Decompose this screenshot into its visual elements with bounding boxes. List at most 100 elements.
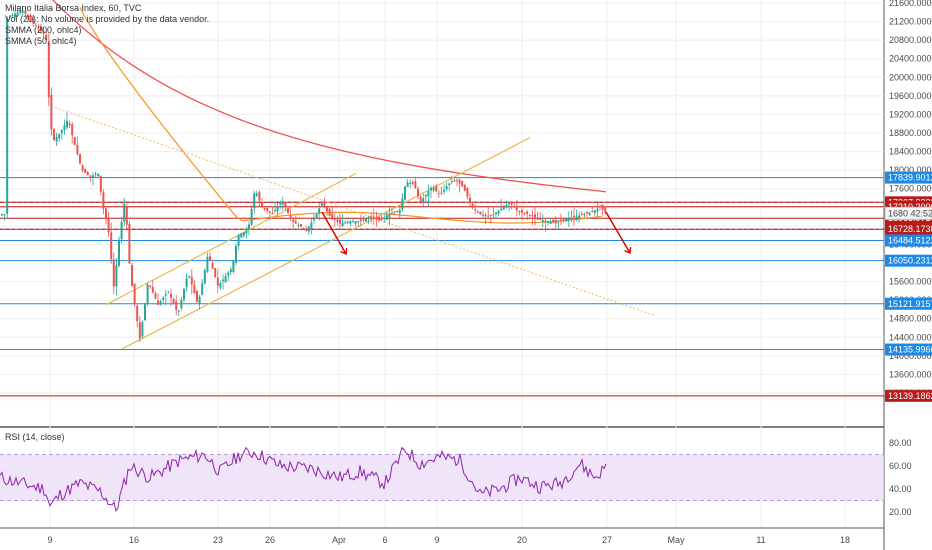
candle-body xyxy=(289,215,292,219)
candle-body xyxy=(151,286,154,293)
candle-body xyxy=(541,220,544,223)
candle-body xyxy=(482,214,484,216)
y-tick-label: 14800.0000 xyxy=(889,314,932,324)
x-tick-label: 20 xyxy=(517,535,527,545)
price-level-tag-label: 16050.2311 xyxy=(888,256,932,266)
candle-body xyxy=(398,209,401,214)
candle-body xyxy=(346,221,349,224)
candle-body xyxy=(502,206,505,210)
candle-body xyxy=(146,284,149,304)
candle-body xyxy=(138,322,141,339)
candle-body xyxy=(115,265,118,287)
candle-body xyxy=(34,24,37,26)
candle-body xyxy=(313,218,315,221)
candle-body xyxy=(497,210,500,214)
candle-body xyxy=(172,299,175,304)
candle-body xyxy=(261,202,263,208)
current-price-tag xyxy=(884,206,932,220)
arrow-down-2 xyxy=(605,211,631,254)
candle-body xyxy=(318,208,321,214)
candle-body xyxy=(510,201,513,205)
candle-body xyxy=(42,31,45,34)
price-level-tag xyxy=(885,343,932,356)
candle-body xyxy=(427,191,430,197)
candle-body xyxy=(599,206,601,208)
candle-body xyxy=(175,301,178,310)
candle-body xyxy=(118,239,120,266)
candle-body xyxy=(170,293,172,298)
rsi-y-tick-label: 60.00 xyxy=(889,461,912,471)
candle-body xyxy=(404,186,406,200)
price-level-tag-label: 14135.9966 xyxy=(888,345,932,355)
candle-body xyxy=(492,214,495,216)
candle-body xyxy=(16,12,19,16)
candle-body xyxy=(601,204,604,210)
candle-body xyxy=(131,265,133,287)
candle-body xyxy=(284,202,287,208)
candle-body xyxy=(40,26,42,32)
candle-body xyxy=(6,18,9,214)
x-tick-label: 11 xyxy=(756,535,765,545)
candle-body xyxy=(63,125,66,131)
candle-body xyxy=(435,186,438,192)
candle-body xyxy=(557,222,560,224)
candle-body xyxy=(242,232,245,236)
candle-body xyxy=(432,188,435,191)
candle-body xyxy=(479,211,482,215)
candle-body xyxy=(554,220,557,224)
candle-body xyxy=(430,187,432,191)
candle-body xyxy=(406,182,409,187)
candle-body xyxy=(235,245,237,263)
candle-body xyxy=(448,183,451,185)
candle-body xyxy=(66,120,68,128)
candle-body xyxy=(112,259,115,287)
candle-body xyxy=(190,276,193,285)
y-tick-label: 18400.0000 xyxy=(889,147,932,157)
candle-body xyxy=(471,203,474,208)
candle-body xyxy=(518,210,521,213)
candle-body xyxy=(125,206,128,225)
y-tick-label: 14400.0000 xyxy=(889,332,932,342)
rsi-y-tick-label: 80.00 xyxy=(889,438,912,448)
x-tick-label: 16 xyxy=(129,535,139,545)
candle-body xyxy=(344,222,347,224)
candle-body xyxy=(365,218,367,222)
candle-body xyxy=(120,221,123,239)
candle-body xyxy=(11,15,14,17)
current-price-label: 1680 42:52 xyxy=(888,208,932,218)
smma50-line xyxy=(79,7,603,224)
x-tick-label: 9 xyxy=(434,535,439,545)
candle-body xyxy=(463,185,466,191)
price-level-tag xyxy=(885,389,932,402)
candle-body xyxy=(237,234,240,246)
candle-body xyxy=(393,211,396,213)
y-tick-label: 18800.0000 xyxy=(889,128,932,138)
candle-body xyxy=(305,230,308,232)
arrow-down-2-head xyxy=(624,246,632,255)
candle-body xyxy=(240,233,243,238)
candle-body xyxy=(359,219,362,221)
candle-body xyxy=(89,175,92,177)
candle-body xyxy=(593,210,596,213)
candle-body xyxy=(279,202,282,205)
candle-body xyxy=(357,221,360,223)
candle-body xyxy=(476,211,479,213)
candle-body xyxy=(466,188,469,197)
candle-body xyxy=(588,212,591,216)
candle-body xyxy=(565,218,568,222)
candle-body xyxy=(586,211,588,214)
rsi-y-tick-label: 40.00 xyxy=(889,484,912,494)
y-tick-label: 20800.0000 xyxy=(889,35,932,45)
candle-body xyxy=(105,208,107,219)
rsi-legend: RSI (14, close) xyxy=(5,432,65,442)
candle-body xyxy=(307,226,310,232)
candle-body xyxy=(245,231,248,234)
candle-body xyxy=(505,205,508,208)
candle-body xyxy=(336,219,339,222)
candle-body xyxy=(414,181,417,189)
candle-body xyxy=(294,221,297,224)
candle-body xyxy=(531,215,534,217)
candle-body xyxy=(99,175,102,192)
candle-body xyxy=(149,285,152,287)
